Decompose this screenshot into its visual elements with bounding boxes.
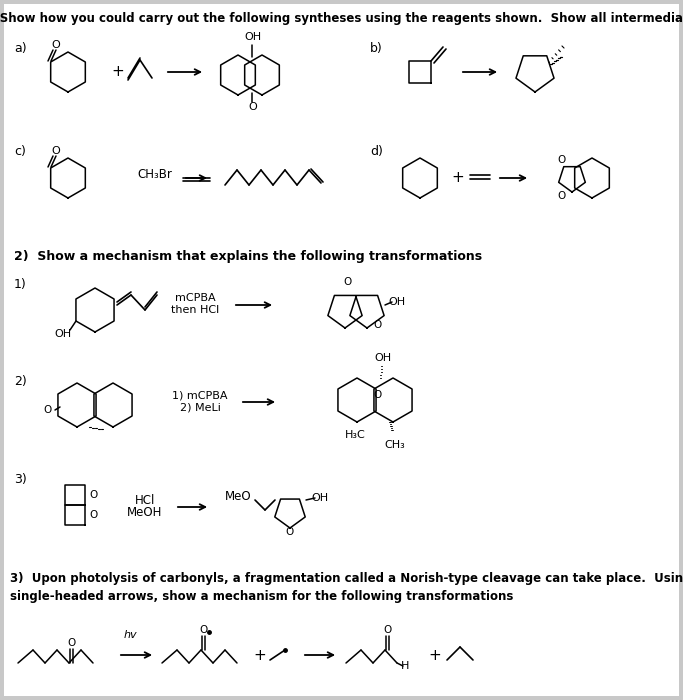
Text: MeOH: MeOH: [127, 507, 163, 519]
Text: CH₃Br: CH₃Br: [137, 167, 172, 181]
Text: hv: hv: [123, 630, 137, 640]
Text: O: O: [343, 277, 351, 287]
Text: 2): 2): [14, 375, 27, 388]
Text: OH: OH: [55, 329, 72, 339]
Text: H₃C: H₃C: [345, 430, 365, 440]
Text: d): d): [370, 145, 383, 158]
Text: mCPBA: mCPBA: [175, 293, 215, 303]
Text: OH: OH: [245, 32, 262, 42]
Text: O: O: [286, 527, 294, 537]
Text: b): b): [370, 42, 382, 55]
Text: O: O: [52, 146, 60, 156]
Text: O: O: [89, 510, 97, 520]
Text: O: O: [373, 320, 381, 330]
Text: CH₃: CH₃: [385, 440, 406, 450]
Text: O: O: [89, 490, 97, 500]
Text: OH: OH: [374, 353, 391, 363]
Text: OH: OH: [389, 297, 406, 307]
Text: 1)  Show how you could carry out the following syntheses using the reagents show: 1) Show how you could carry out the foll…: [0, 12, 683, 25]
Text: MeO: MeO: [225, 491, 251, 503]
Text: 2) MeLi: 2) MeLi: [180, 402, 221, 412]
Text: O: O: [374, 390, 382, 400]
Text: O: O: [383, 625, 391, 635]
Text: +: +: [253, 648, 266, 662]
Text: 1) mCPBA: 1) mCPBA: [172, 390, 227, 400]
Text: HCl: HCl: [135, 494, 155, 507]
Text: +: +: [429, 648, 441, 662]
Text: 2)  Show a mechanism that explains the following transformations: 2) Show a mechanism that explains the fo…: [14, 250, 482, 263]
Text: OH: OH: [311, 493, 329, 503]
Text: 3): 3): [14, 473, 27, 486]
Text: +: +: [451, 171, 464, 186]
Text: 3)  Upon photolysis of carbonyls, a fragmentation called a Norish-type cleavage : 3) Upon photolysis of carbonyls, a fragm…: [10, 572, 683, 603]
Text: O: O: [199, 625, 207, 635]
Text: c): c): [14, 145, 26, 158]
Text: 1): 1): [14, 278, 27, 291]
Text: O: O: [52, 40, 60, 50]
Text: O: O: [67, 638, 75, 648]
Text: O: O: [43, 405, 51, 415]
Text: O: O: [249, 102, 257, 112]
Text: a): a): [14, 42, 27, 55]
Text: O: O: [558, 155, 566, 165]
Text: then HCl: then HCl: [171, 305, 219, 315]
Text: +: +: [111, 64, 124, 80]
Text: H: H: [401, 661, 409, 671]
Text: O: O: [558, 191, 566, 201]
